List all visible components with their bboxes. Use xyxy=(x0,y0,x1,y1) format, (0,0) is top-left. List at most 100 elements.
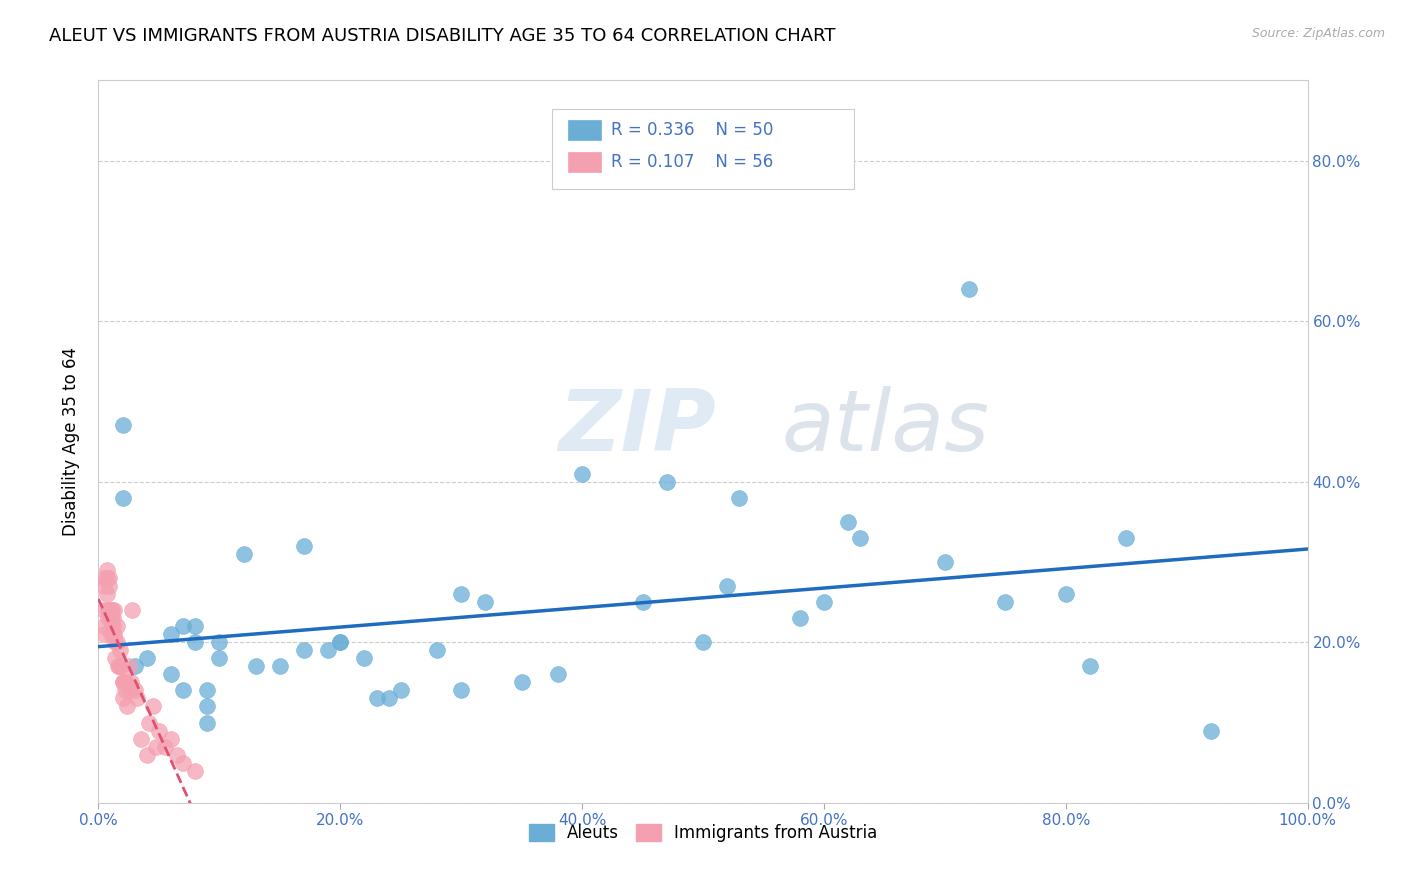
Text: ZIP: ZIP xyxy=(558,385,716,468)
Point xyxy=(195,699,218,714)
Point xyxy=(184,635,207,649)
Point xyxy=(108,643,131,657)
Point xyxy=(104,635,127,649)
Point xyxy=(100,603,122,617)
Point xyxy=(510,675,533,690)
Point xyxy=(450,587,472,601)
Point xyxy=(100,619,122,633)
Point xyxy=(111,491,134,505)
Point xyxy=(692,635,714,649)
Point xyxy=(208,651,231,665)
Point xyxy=(112,675,135,690)
Point xyxy=(111,691,134,706)
Point xyxy=(934,555,956,569)
Point xyxy=(160,627,183,641)
Point xyxy=(118,659,141,673)
Point xyxy=(172,683,194,698)
Point xyxy=(849,531,872,545)
Point xyxy=(138,715,160,730)
Point xyxy=(110,659,132,673)
Point xyxy=(93,619,115,633)
Point xyxy=(124,659,146,673)
Point xyxy=(101,627,124,641)
Point xyxy=(135,651,157,665)
Point xyxy=(837,515,859,529)
Point xyxy=(389,683,412,698)
Point xyxy=(127,691,149,706)
Point xyxy=(145,739,167,754)
Point xyxy=(142,699,165,714)
Point xyxy=(172,619,194,633)
Point xyxy=(232,547,254,561)
Point xyxy=(93,579,115,593)
Point xyxy=(450,683,472,698)
Point xyxy=(118,683,141,698)
Point xyxy=(631,595,654,609)
Point xyxy=(114,683,136,698)
Point xyxy=(160,731,183,746)
Point xyxy=(93,603,115,617)
Point xyxy=(245,659,267,673)
Point xyxy=(1078,659,1101,673)
Point xyxy=(269,659,291,673)
Point xyxy=(329,635,352,649)
Point xyxy=(105,619,128,633)
Point xyxy=(96,563,118,577)
Point xyxy=(329,635,352,649)
Point xyxy=(108,659,131,673)
Y-axis label: Disability Age 35 to 64: Disability Age 35 to 64 xyxy=(62,347,80,536)
Point xyxy=(115,675,138,690)
Point xyxy=(994,595,1017,609)
Point xyxy=(789,611,811,625)
Point xyxy=(124,683,146,698)
Point xyxy=(117,699,139,714)
Point xyxy=(98,571,121,585)
Point xyxy=(728,491,751,505)
Text: atlas: atlas xyxy=(782,385,990,468)
Point xyxy=(111,675,134,690)
Point xyxy=(184,764,207,778)
Point xyxy=(292,643,315,657)
Point xyxy=(103,627,125,641)
FancyBboxPatch shape xyxy=(568,152,602,172)
Point xyxy=(655,475,678,489)
Point xyxy=(103,603,125,617)
Point xyxy=(184,619,207,633)
Point xyxy=(148,723,170,738)
Point xyxy=(105,635,128,649)
Point xyxy=(93,627,115,641)
FancyBboxPatch shape xyxy=(568,120,602,140)
Legend: Aleuts, Immigrants from Austria: Aleuts, Immigrants from Austria xyxy=(522,817,884,848)
Point xyxy=(153,739,176,754)
Point xyxy=(1054,587,1077,601)
FancyBboxPatch shape xyxy=(551,109,855,189)
Point xyxy=(108,659,131,673)
Point xyxy=(292,539,315,553)
Text: R = 0.336    N = 50: R = 0.336 N = 50 xyxy=(612,121,773,139)
Point xyxy=(100,603,122,617)
Point xyxy=(93,571,115,585)
Point xyxy=(107,659,129,673)
Point xyxy=(160,667,183,681)
Text: Source: ZipAtlas.com: Source: ZipAtlas.com xyxy=(1251,27,1385,40)
Point xyxy=(98,579,121,593)
Point xyxy=(366,691,388,706)
Point xyxy=(166,747,188,762)
Point xyxy=(172,756,194,770)
Point xyxy=(474,595,496,609)
Text: R = 0.107    N = 56: R = 0.107 N = 56 xyxy=(612,153,773,171)
Point xyxy=(97,603,120,617)
Point xyxy=(97,611,120,625)
Point xyxy=(377,691,399,706)
Point xyxy=(571,467,593,481)
Text: ALEUT VS IMMIGRANTS FROM AUSTRIA DISABILITY AGE 35 TO 64 CORRELATION CHART: ALEUT VS IMMIGRANTS FROM AUSTRIA DISABIL… xyxy=(49,27,835,45)
Point xyxy=(813,595,835,609)
Point xyxy=(101,611,124,625)
Point xyxy=(1115,531,1137,545)
Point xyxy=(547,667,569,681)
Point xyxy=(716,579,738,593)
Point xyxy=(208,635,231,649)
Point xyxy=(135,747,157,762)
Point xyxy=(120,675,142,690)
Point xyxy=(957,282,980,296)
